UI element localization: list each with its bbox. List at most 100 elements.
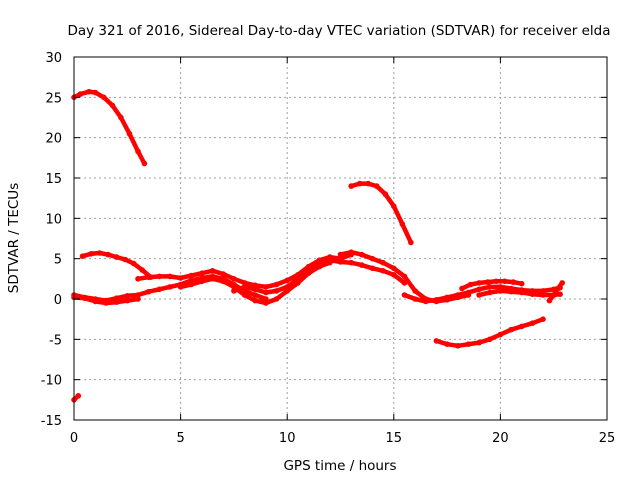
data-point: [382, 191, 389, 197]
data-point: [124, 293, 131, 299]
data-point: [92, 298, 99, 305]
data-point: [433, 338, 440, 344]
data-point: [79, 253, 86, 259]
data-point: [408, 239, 414, 246]
y-tick-label: 10: [45, 212, 62, 227]
x-tick-label: 0: [70, 431, 78, 446]
data-point: [359, 251, 365, 258]
data-point: [444, 341, 450, 348]
data-point: [412, 288, 418, 294]
data-point: [401, 273, 408, 280]
data-point: [465, 341, 472, 348]
data-point: [508, 326, 514, 333]
data-point: [263, 289, 269, 296]
data-point: [113, 254, 120, 260]
data-point: [273, 296, 280, 302]
y-tick-label: 25: [45, 91, 62, 106]
data-point: [555, 285, 561, 292]
x-tick-label: 10: [279, 431, 296, 446]
data-point: [145, 274, 152, 281]
data-point: [476, 286, 482, 293]
grid: [74, 57, 607, 420]
data-point: [337, 259, 344, 265]
data-point: [241, 284, 248, 290]
data-point: [167, 273, 173, 280]
data-point: [101, 94, 107, 101]
data-point: [156, 286, 163, 293]
y-tick-label: 15: [45, 172, 62, 187]
plot-frame: [73, 56, 608, 421]
data-point: [188, 281, 195, 288]
data-point: [316, 259, 323, 266]
data-point: [455, 343, 461, 349]
data-point: [96, 250, 103, 256]
data-point: [75, 393, 82, 399]
data-point: [88, 251, 94, 257]
data-point: [188, 272, 195, 279]
data-point: [423, 298, 429, 305]
data-point: [135, 148, 141, 155]
data-point: [455, 292, 461, 298]
data-point: [177, 284, 184, 290]
data-point: [380, 268, 386, 274]
data-point: [486, 284, 493, 290]
data-point: [348, 259, 355, 266]
data-point: [327, 257, 333, 264]
data-point: [263, 284, 269, 290]
data-point: [199, 278, 205, 285]
data-point: [109, 102, 116, 109]
data-point: [209, 276, 216, 282]
x-tick-label: 5: [176, 431, 184, 446]
series-arc-10: [402, 284, 563, 304]
data-point: [401, 292, 408, 298]
data-point: [559, 280, 565, 286]
data-point: [391, 272, 397, 278]
data-point: [113, 299, 120, 306]
x-axis-title: GPS time / hours: [283, 458, 396, 474]
series-arc-14: [547, 280, 565, 303]
data-point: [241, 292, 248, 298]
data-point: [497, 331, 504, 338]
data-point: [273, 281, 280, 288]
data-point: [369, 265, 376, 272]
data-point: [365, 180, 372, 187]
data-point: [139, 267, 145, 273]
data-point: [86, 88, 92, 95]
data-point: [295, 276, 301, 282]
y-tick-label: -10: [41, 374, 62, 389]
data-point: [518, 289, 525, 296]
data-point: [391, 203, 397, 209]
chart-title: Day 321 of 2016, Sidereal Day-to-day VTE…: [67, 23, 610, 39]
y-tick-label: -5: [49, 333, 62, 348]
data-point: [510, 279, 516, 285]
data-point: [540, 316, 546, 323]
x-tick-label: 20: [492, 431, 509, 446]
y-axis-title: SDTVAR / TECUs: [6, 183, 22, 293]
data-point: [476, 292, 482, 298]
data-point: [167, 284, 173, 290]
data-point: [220, 278, 226, 285]
y-tick-label: 0: [54, 293, 62, 308]
data-point: [209, 268, 216, 274]
data-point: [105, 251, 111, 258]
data-point: [156, 273, 163, 280]
data-point: [252, 297, 258, 304]
data-point: [337, 251, 344, 258]
data-point: [92, 89, 99, 96]
y-tick-label: -15: [41, 414, 62, 429]
data-point: [348, 183, 355, 189]
data-point: [356, 180, 363, 187]
data-point: [220, 271, 226, 277]
data-point: [412, 296, 418, 302]
data-series-group: [71, 88, 565, 403]
data-point: [540, 292, 546, 298]
data-point: [135, 276, 141, 282]
data-point: [241, 280, 248, 286]
data-point: [518, 280, 525, 287]
data-point: [122, 256, 128, 263]
data-point: [273, 288, 280, 294]
data-point: [550, 292, 557, 298]
data-point: [373, 183, 380, 189]
